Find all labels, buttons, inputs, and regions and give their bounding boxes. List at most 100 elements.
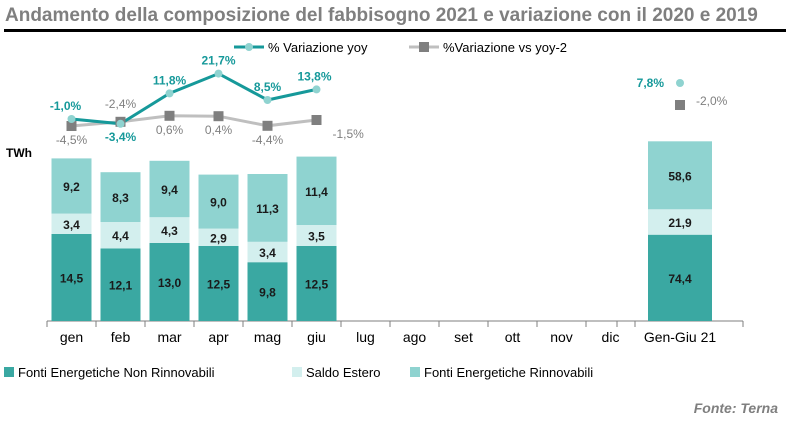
bar-value-label: 9,2 [63, 180, 80, 194]
bar-segment [149, 160, 190, 218]
bar-segment [100, 172, 141, 222]
line-yoy-marker [312, 85, 321, 94]
bar-value-label: 9,4 [161, 183, 178, 197]
total-yoy2-label: -2,0% [696, 94, 728, 108]
line-yoy2-marker [66, 121, 77, 131]
bar-value-label: 2,9 [210, 231, 227, 245]
line-yoy-label: 21,7% [201, 54, 235, 68]
x-tick-label: apr [208, 329, 229, 345]
x-tick-label: ago [403, 329, 427, 345]
bar-value-label: 11,4 [305, 185, 328, 199]
x-tick-label: lug [356, 329, 375, 345]
line-legend: % Variazione yoy %Variazione vs yoy-2 [234, 40, 567, 55]
x-tick-label: giu [307, 329, 326, 345]
bar-segment [198, 174, 239, 229]
line-yoy-marker [165, 89, 174, 98]
total-bar-segment [648, 141, 712, 210]
legend-yoy-label: % Variazione yoy [268, 40, 368, 55]
line-yoy-marker [67, 115, 76, 123]
line-yoy-marker [116, 119, 125, 128]
line-yoy-label: -3,4% [105, 130, 137, 144]
bar-segment [51, 213, 92, 234]
total-bar-value-label: 58,6 [668, 169, 692, 183]
line-yoy2-label: -4,4% [252, 133, 284, 147]
bar-segment [198, 228, 239, 246]
bar-value-label: 3,4 [63, 218, 80, 232]
line-yoy2-marker [164, 110, 175, 121]
line-yoy-label: 13,8% [297, 69, 331, 83]
x-tick-label: gen [60, 329, 83, 345]
bar-segment [247, 262, 288, 321]
x-tick-label: feb [111, 329, 131, 345]
total-yoy-marker [676, 79, 684, 87]
bar-segment [100, 222, 141, 249]
legend-yoy-marker [245, 43, 253, 51]
line-yoy-label: 8,5% [254, 80, 282, 94]
line-yoy2-label: -4,5% [56, 133, 88, 147]
y-axis-label: TWh [6, 146, 32, 160]
total-yoy-label: 7,8% [637, 76, 665, 90]
bar-segment [296, 246, 337, 321]
bar-segment [149, 243, 190, 321]
bar-value-label: 14,5 [60, 272, 84, 286]
legend-yoy2-label: %Variazione vs yoy-2 [443, 40, 567, 55]
bar-segment [247, 241, 288, 263]
line-yoy2-label: 0,4% [205, 123, 233, 137]
bar-segment [198, 246, 239, 321]
line-yoy-label: -1,0% [50, 99, 82, 113]
bar-value-label: 8,3 [112, 191, 129, 205]
line-yoy2 [71, 114, 317, 128]
total-yoy2-marker [675, 100, 685, 110]
x-tick-label: nov [550, 329, 573, 345]
total-plot: 74,4 21,9 58,6 Gen-Giu 21 7,8% -2,0% [616, 76, 744, 345]
line-yoy2-marker [213, 111, 224, 122]
bar-value-label: 12,5 [305, 278, 329, 292]
bar-segment [247, 174, 288, 242]
bar-value-label: 9,0 [210, 196, 227, 210]
total-bar-segment [648, 209, 712, 235]
bar-value-label: 4,4 [112, 229, 129, 243]
bar-value-label: 13,0 [158, 276, 182, 290]
line-yoy-marker [263, 96, 272, 104]
legend-swatch [410, 367, 420, 377]
chart-title: Andamento della composizione del fabbiso… [5, 5, 758, 26]
line-yoy2-label: -2,4% [105, 97, 137, 111]
total-bar-segment [648, 234, 712, 321]
total-bar-value-label: 74,4 [668, 272, 692, 286]
bar-legend: Fonti Energetiche Non Rinnovabili Saldo E… [4, 365, 593, 380]
line-yoy2-label: -1,5% [333, 127, 365, 141]
line-yoy2-marker [311, 115, 322, 125]
bar-value-label: 12,1 [109, 279, 133, 293]
bar-value-label: 11,3 [256, 202, 279, 216]
legend-yoy2-marker [419, 42, 429, 52]
x-tick-label: dic [602, 329, 620, 345]
x-tick-label: mag [254, 329, 281, 345]
legend-label: Fonti Energetiche Non Rinnovabili [18, 365, 215, 380]
x-tick-label: ott [505, 329, 521, 345]
bar-segment [149, 217, 190, 243]
line-yoy-marker [214, 69, 223, 78]
source-note: Fonte: Terna [694, 400, 778, 416]
bar-value-label: 3,4 [259, 246, 276, 260]
monthly-plot: gen feb mar apr mag giu lug ago set ott nov dic 14,5… [46, 54, 636, 345]
bar-segment [296, 156, 337, 225]
bar-value-label: 9,8 [259, 286, 276, 300]
line-yoy2-label: 0,6% [156, 123, 184, 137]
bar-segment [51, 158, 92, 214]
legend-swatch [292, 367, 302, 377]
bar-value-label: 12,5 [207, 278, 231, 292]
bar-segment [100, 248, 141, 321]
legend-label: Saldo Estero [306, 365, 380, 380]
line-yoy2-marker [262, 120, 273, 131]
title-underline [4, 29, 786, 32]
legend-label: Fonti Energetiche Rinnovabili [424, 365, 593, 380]
bar-segment [296, 225, 337, 246]
bar-value-label: 3,5 [308, 230, 325, 244]
x-tick-label: set [454, 329, 473, 345]
bar-segment [51, 234, 92, 321]
line-yoy [71, 71, 317, 126]
legend-swatch [4, 367, 14, 377]
total-category-label: Gen-Giu 21 [644, 329, 717, 345]
x-tick-label: mar [157, 329, 181, 345]
